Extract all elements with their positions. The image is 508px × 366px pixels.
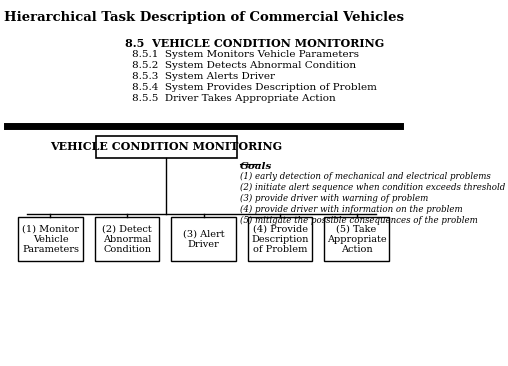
- Text: (1) Monitor
Vehicle
Parameters: (1) Monitor Vehicle Parameters: [22, 224, 79, 254]
- Text: 8.5.2  System Detects Abnormal Condition: 8.5.2 System Detects Abnormal Condition: [132, 61, 356, 70]
- Text: Goals: Goals: [240, 162, 272, 171]
- FancyBboxPatch shape: [94, 217, 160, 261]
- Text: 8.5.5  Driver Takes Appropriate Action: 8.5.5 Driver Takes Appropriate Action: [132, 94, 335, 103]
- Text: VEHICLE CONDITION MONITORING: VEHICLE CONDITION MONITORING: [50, 142, 282, 153]
- Text: 8.5.1  System Monitors Vehicle Parameters: 8.5.1 System Monitors Vehicle Parameters: [132, 50, 359, 59]
- FancyBboxPatch shape: [96, 136, 237, 158]
- Text: (3) provide driver with warning of problem: (3) provide driver with warning of probl…: [240, 194, 428, 203]
- FancyBboxPatch shape: [324, 217, 389, 261]
- Text: 8.5.3  System Alerts Driver: 8.5.3 System Alerts Driver: [132, 72, 275, 81]
- Text: (4) Provide
Description
of Problem: (4) Provide Description of Problem: [251, 224, 309, 254]
- Text: Hierarchical Task Description of Commercial Vehicles: Hierarchical Task Description of Commerc…: [4, 11, 403, 24]
- Text: (3) Alert
Driver: (3) Alert Driver: [183, 229, 225, 249]
- Text: (5) Take
Appropriate
Action: (5) Take Appropriate Action: [327, 224, 387, 254]
- Text: (2) initiate alert sequence when condition exceeds threshold: (2) initiate alert sequence when conditi…: [240, 183, 505, 192]
- FancyBboxPatch shape: [171, 217, 236, 261]
- Text: 8.5.4  System Provides Description of Problem: 8.5.4 System Provides Description of Pro…: [132, 83, 376, 92]
- FancyBboxPatch shape: [248, 217, 312, 261]
- Text: (2) Detect
Abnormal
Condition: (2) Detect Abnormal Condition: [102, 224, 152, 254]
- Text: (4) provide driver with information on the problem: (4) provide driver with information on t…: [240, 205, 462, 214]
- FancyBboxPatch shape: [18, 217, 83, 261]
- Text: 8.5  VEHICLE CONDITION MONITORING: 8.5 VEHICLE CONDITION MONITORING: [125, 38, 385, 49]
- Text: (1) early detection of mechanical and electrical problems: (1) early detection of mechanical and el…: [240, 172, 491, 181]
- Text: (5) mitigate the possible consequences of the problem: (5) mitigate the possible consequences o…: [240, 216, 478, 225]
